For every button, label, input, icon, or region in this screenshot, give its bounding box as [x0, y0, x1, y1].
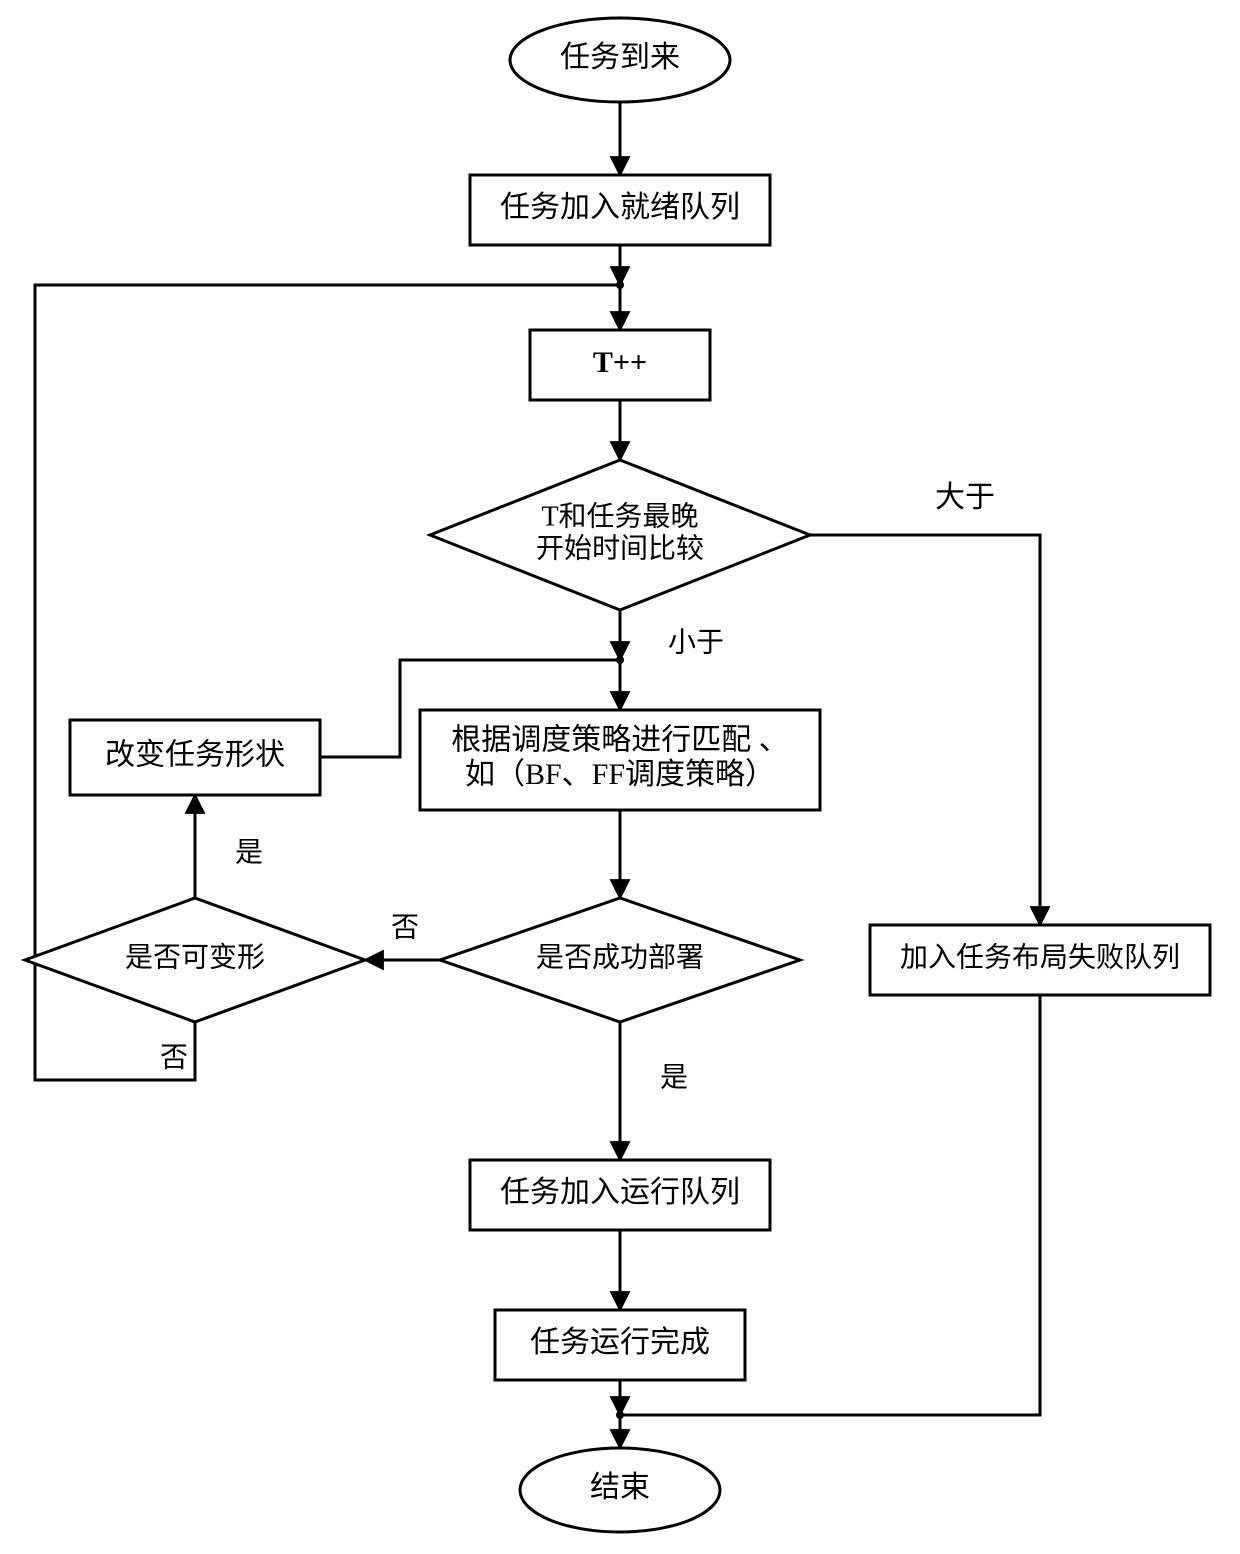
- node-label: 任务运行完成: [530, 1326, 710, 1359]
- edge-label: 是: [235, 837, 263, 868]
- node-label: T和任务最晚: [541, 500, 698, 532]
- node-label: 任务到来: [560, 41, 680, 74]
- edge-label: 小于: [668, 627, 724, 658]
- flow-edge: [810, 535, 1040, 925]
- node-label: 改变任务形状: [105, 738, 285, 771]
- node-label: 是否成功部署: [536, 941, 704, 973]
- node-label: T++: [593, 346, 647, 379]
- edge-label: 否: [391, 912, 419, 943]
- node-label: 任务加入运行队列: [500, 1176, 740, 1209]
- edge-label: 大于: [935, 481, 995, 514]
- node-label: 开始时间比较: [536, 533, 704, 565]
- node-label: 加入任务布局失败队列: [900, 941, 1180, 973]
- node-label: 是否可变形: [125, 941, 265, 973]
- node-label: 结束: [590, 1471, 650, 1504]
- flowchart-canvas: 小于是大于否是否任务到来任务加入就绪队列T++T和任务最晚开始时间比较根据调度策…: [0, 0, 1240, 1554]
- node-label: 任务加入就绪队列: [500, 191, 740, 224]
- edge-label: 是: [660, 1062, 688, 1093]
- node-label: 如（BF、FF调度策略）: [465, 758, 775, 791]
- edge-label: 否: [160, 1042, 188, 1073]
- node-label: 根据调度策略进行匹配 、: [451, 724, 789, 757]
